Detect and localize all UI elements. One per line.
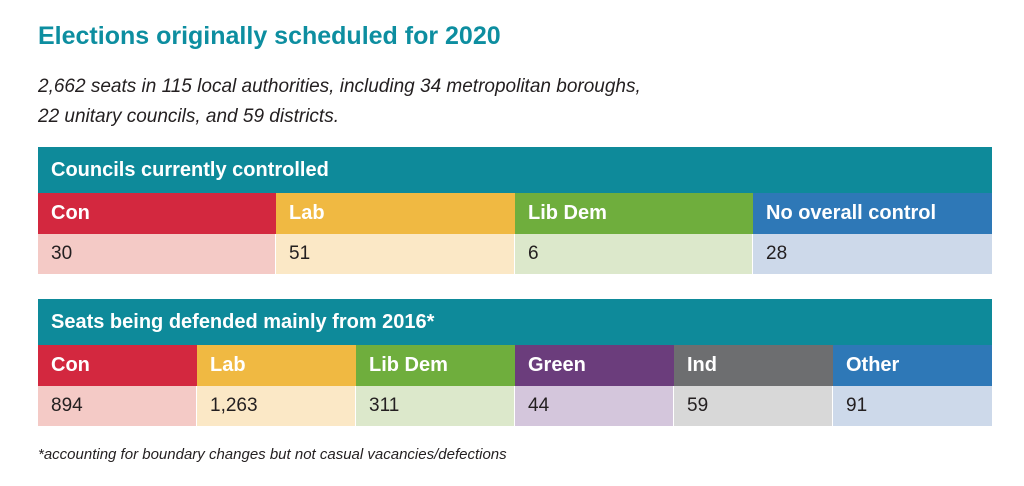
seats-party-lab: Lab [197,345,356,386]
seats-value-other: 91 [846,395,868,416]
councils-value-row: 30 51 6 28 [38,234,992,274]
councils-panel-header: Councils currently controlled [38,147,992,193]
seats-party-libdem: Lib Dem [356,345,515,386]
seats-party-con: Con [38,345,197,386]
councils-value-libdem: 6 [515,234,753,274]
seats-party-other: Other [846,354,900,376]
page-subtitle: 2,662 seats in 115 local authorities, in… [38,76,641,127]
seats-value-con: 894 [38,386,197,426]
councils-party-noc: No overall control [766,202,937,224]
seats-party-green: Green [515,345,674,386]
councils-value-con: 30 [38,234,276,274]
councils-value-lab: 51 [276,234,515,274]
seats-value-libdem: 311 [356,386,515,426]
seats-party-row: Con Lab Lib Dem Green Ind Other [38,345,992,386]
seats-panel: Seats being defended mainly from 2016* C… [38,299,992,426]
page-title: Elections originally scheduled for 2020 [38,22,501,50]
seats-party-ind: Ind [674,345,833,386]
seats-value-lab: 1,263 [197,386,356,426]
councils-party-row: Con Lab Lib Dem No overall control [38,193,992,234]
councils-party-con: Con [38,193,276,234]
seats-panel-header: Seats being defended mainly from 2016* [38,299,992,345]
footnote: *accounting for boundary changes but not… [38,446,507,463]
seats-value-ind: 59 [674,386,833,426]
seats-value-row: 894 1,263 311 44 59 91 [38,386,992,426]
councils-value-noc: 28 [766,243,788,264]
seats-value-green: 44 [515,386,674,426]
councils-party-lab: Lab [276,193,515,234]
councils-party-libdem: Lib Dem [515,193,753,234]
councils-panel: Councils currently controlled Con Lab Li… [38,147,992,274]
